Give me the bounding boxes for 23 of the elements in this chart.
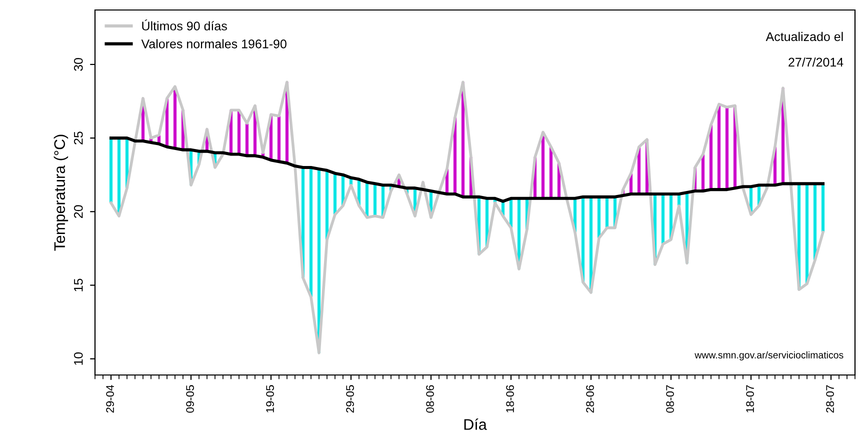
legend-label: Últimos 90 días [142, 19, 227, 30]
y-tick-label: 10 [74, 352, 83, 365]
legend-label: Valores normales 1961-90 [141, 39, 286, 48]
line-series [109, 136, 825, 203]
annotation: 27/7/2014 [788, 57, 844, 67]
x-tick-label: 09-05 [186, 385, 194, 413]
x-tick-label: 29-04 [106, 385, 114, 413]
y-tick-label: 25 [74, 132, 83, 144]
x-tick-label: 28-06 [586, 385, 594, 413]
x-tick-label: 28-07 [826, 385, 834, 413]
y-tick-label: 30 [74, 58, 83, 71]
annotation: Actualizado el [766, 32, 843, 42]
x-tick-label: 18-06 [506, 385, 514, 412]
annotation: www.smn.gov.ar/servicioclimaticos [694, 351, 844, 360]
x-tick-label: 19-05 [266, 385, 274, 412]
x-tick-label: 08-07 [666, 385, 674, 413]
x-tick-label: 08-06 [426, 385, 434, 413]
x-axis-title: Día [464, 418, 487, 430]
x-tick-label: 18-07 [746, 385, 754, 412]
x-tick-label: 29-05 [346, 385, 354, 413]
y-axis-title: Temperatura (°C) [54, 134, 68, 251]
y-tick-label: 15 [74, 278, 83, 292]
y-tick-label: 20 [74, 205, 83, 218]
